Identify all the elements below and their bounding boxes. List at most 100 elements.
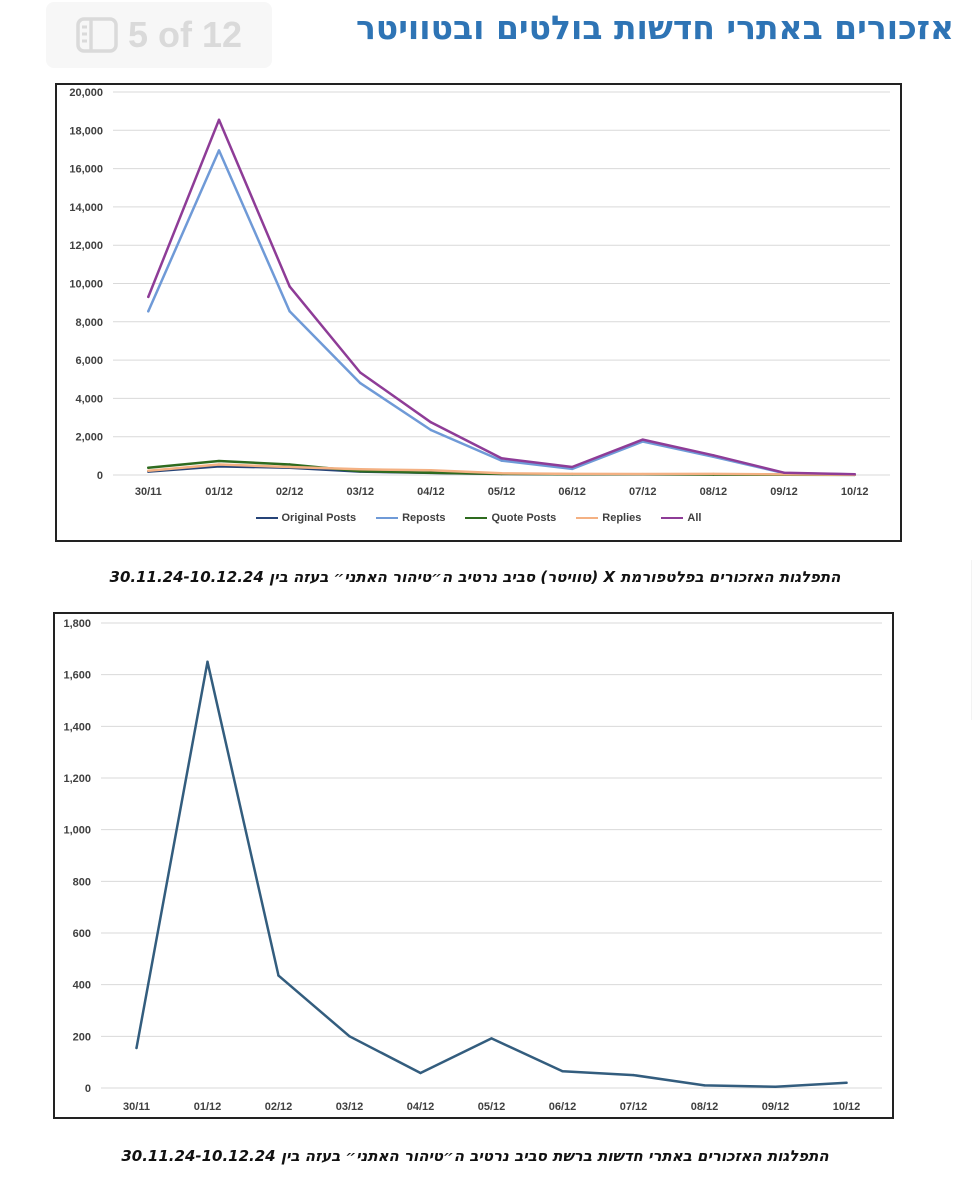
data-point <box>853 473 856 476</box>
x-tick-label: 10/12 <box>833 1101 861 1113</box>
legend-label: All <box>687 512 702 524</box>
page-indicator-badge[interactable]: 5 of 12 <box>46 2 272 68</box>
data-point <box>217 118 221 121</box>
y-tick-label: 800 <box>73 876 91 888</box>
legend-item-replies: Replies <box>576 512 641 524</box>
x-tick-label: 03/12 <box>336 1101 364 1113</box>
data-point <box>147 310 150 313</box>
data-point <box>774 1085 777 1088</box>
data-point <box>359 381 362 385</box>
data-point <box>641 472 644 476</box>
news-mentions-line <box>135 660 848 1088</box>
y-tick-label: 20,000 <box>69 87 103 99</box>
data-point <box>147 295 150 299</box>
scrollbar[interactable] <box>971 560 980 720</box>
news-sites-mentions-chart: 0 200 400 600 800 1,000 1,200 1,400 1,600 1,800 30… <box>53 612 894 1119</box>
data-point <box>703 1084 706 1087</box>
legend-item-original-posts: Original Posts <box>255 512 357 524</box>
x-tick-label: 06/12 <box>549 1101 577 1113</box>
x-tick-label: 10/12 <box>841 486 869 498</box>
x-tick-label: 04/12 <box>417 486 445 498</box>
data-point <box>712 454 715 457</box>
sidebar-panel-icon <box>76 17 118 53</box>
x-tick-label: 06/12 <box>558 486 586 498</box>
data-point <box>277 974 280 977</box>
y-tick-label: 12,000 <box>69 240 103 252</box>
x-twitter-chart-plot: 0 2,000 4,000 6,000 8,000 10,000 12,000 14,000 1… <box>69 87 890 498</box>
y-tick-label: 1,800 <box>63 618 91 630</box>
y-tick-label: 200 <box>73 1031 91 1043</box>
data-point <box>348 1035 351 1038</box>
y-tick-label: 16,000 <box>69 164 103 176</box>
y-tick-label: 0 <box>97 470 103 482</box>
y-tick-label: 8,000 <box>75 317 103 329</box>
x-tick-label: 01/12 <box>194 1101 222 1113</box>
data-point <box>147 466 150 469</box>
legend-label: Original Posts <box>281 512 357 524</box>
y-tick-label: 14,000 <box>69 202 103 214</box>
data-point <box>419 1071 422 1075</box>
chart2-caption: התפלגות האזכורים באתרי חדשות ברשת סביב נ… <box>121 1147 829 1165</box>
x-tick-label: 07/12 <box>620 1101 648 1113</box>
x-tick-label: 01/12 <box>205 486 233 498</box>
data-point <box>217 463 221 466</box>
legend-swatch <box>576 517 599 519</box>
data-point <box>217 149 221 152</box>
y-tick-label: 1,400 <box>63 721 91 733</box>
chart1-caption: התפלגות האזכורים בפלטפורמת X (טוויטר) סב… <box>109 568 841 586</box>
y-tick-label: 600 <box>73 928 91 940</box>
legend-item-all: All <box>661 512 701 524</box>
data-point <box>288 463 291 466</box>
data-point <box>570 465 574 469</box>
chart-legend: Original Posts Reposts Quote Posts Replies A… <box>57 512 900 524</box>
data-point <box>500 459 503 462</box>
y-tick-label: 400 <box>73 980 91 992</box>
series-line-all <box>147 118 856 476</box>
page-indicator-text: 5 of 12 <box>127 14 243 55</box>
data-point <box>845 1081 848 1085</box>
x-tick-label: 08/12 <box>691 1101 719 1113</box>
data-point <box>570 467 574 471</box>
data-point <box>429 421 433 424</box>
legend-swatch <box>255 517 278 519</box>
data-point <box>206 660 209 663</box>
y-tick-label: 10,000 <box>69 279 103 291</box>
legend-item-quote-posts: Quote Posts <box>465 512 556 524</box>
y-tick-label: 18,000 <box>69 125 103 137</box>
x-tick-label: 07/12 <box>629 486 657 498</box>
page-title: אזכורים באתרי חדשות בולטים ובטוויטר <box>355 8 954 47</box>
x-tick-label: 03/12 <box>346 486 374 498</box>
data-point <box>632 1073 635 1077</box>
x-tick-label: 09/12 <box>770 486 798 498</box>
x-tick-label: 30/11 <box>123 1101 150 1113</box>
data-point <box>359 371 362 374</box>
x-tick-label: 09/12 <box>762 1101 790 1113</box>
legend-swatch <box>465 517 488 519</box>
data-point <box>135 1046 138 1050</box>
data-point <box>359 469 362 473</box>
y-tick-label: 1,600 <box>63 670 91 682</box>
x-tick-label: 30/11 <box>135 486 162 498</box>
legend-swatch <box>661 517 684 519</box>
x-tick-label: 08/12 <box>700 486 728 498</box>
data-point <box>288 285 291 288</box>
y-tick-label: 0 <box>85 1083 91 1095</box>
data-point <box>359 468 362 471</box>
data-point <box>429 471 433 474</box>
data-point <box>641 438 644 441</box>
data-point <box>500 457 503 460</box>
data-point <box>288 310 291 313</box>
data-point <box>570 472 574 476</box>
y-tick-label: 4,000 <box>75 393 103 405</box>
x-tick-label: 02/12 <box>265 1101 293 1113</box>
legend-swatch <box>376 517 399 519</box>
x-tick-label: 05/12 <box>478 1101 506 1113</box>
data-point <box>217 459 221 463</box>
x-twitter-mentions-chart: 0 2,000 4,000 6,000 8,000 10,000 12,000 14,000 1… <box>55 83 902 542</box>
news-sites-chart-plot: 0 200 400 600 800 1,000 1,200 1,400 1,600 1,800 30… <box>63 618 882 1113</box>
data-point <box>500 472 503 475</box>
data-point <box>429 428 433 432</box>
y-tick-label: 2,000 <box>75 432 103 444</box>
x-tick-label: 04/12 <box>407 1101 435 1113</box>
data-point <box>429 469 433 472</box>
